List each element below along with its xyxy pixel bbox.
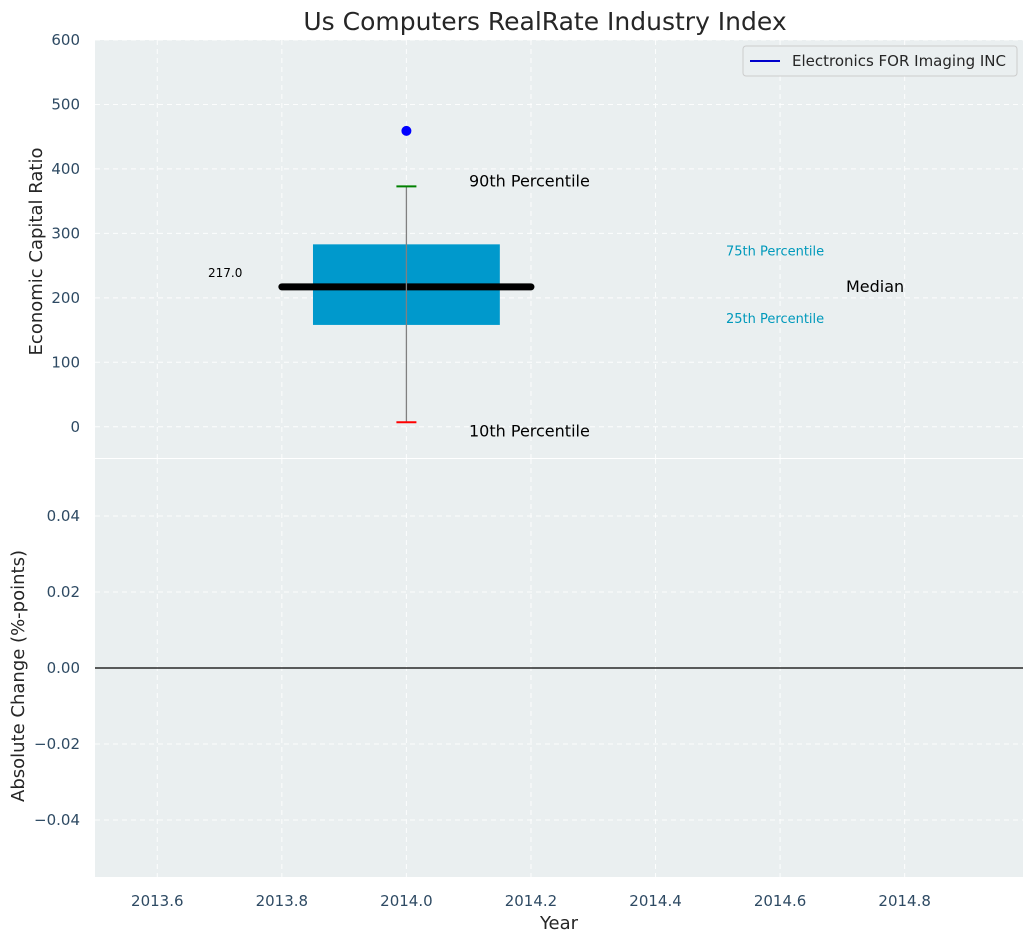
top-y-tick-label: 200 — [51, 289, 80, 307]
bottom-y-tick-label: 0.00 — [47, 659, 80, 677]
chart-title: Us Computers RealRate Industry Index — [303, 7, 786, 36]
x-axis-label: Year — [539, 913, 579, 934]
top-y-tick-label: 300 — [51, 224, 80, 242]
legend: Electronics FOR Imaging INC — [742, 45, 1018, 77]
box-plot — [278, 125, 535, 424]
company-value-point — [401, 125, 412, 136]
top-y-tick-label: 500 — [51, 95, 80, 113]
p90-annotation: 90th Percentile — [469, 171, 590, 190]
x-tick-label: 2014.0 — [380, 892, 433, 910]
median-annotation: Median — [846, 277, 904, 296]
top-y-tick-label: 100 — [51, 353, 80, 371]
x-tick-labels: 2013.6 2013.8 2014.0 2014.2 2014.4 2014.6 2014… — [131, 892, 931, 910]
median-value-label: 217.0 — [208, 266, 242, 280]
legend-label: Electronics FOR Imaging INC — [792, 52, 1006, 70]
x-tick-label: 2014.8 — [878, 892, 931, 910]
top-gridlines — [95, 39, 1023, 459]
top-y-tick-labels: 0 100 200 300 400 500 600 — [51, 31, 80, 436]
x-tick-label: 2013.8 — [256, 892, 309, 910]
x-tick-label: 2014.2 — [505, 892, 558, 910]
x-tick-label: 2014.6 — [754, 892, 807, 910]
bottom-y-tick-label: 0.02 — [47, 583, 80, 601]
top-y-tick-label: 600 — [51, 31, 80, 49]
legend-box — [742, 45, 1018, 77]
x-tick-label: 2014.4 — [629, 892, 682, 910]
bottom-y-tick-label: −0.02 — [34, 735, 80, 753]
bottom-panel: 0.04 0.02 0.00 −0.02 −0.04 Absolute Change (… — [8, 459, 1023, 877]
top-y-axis-label: Economic Capital Ratio — [26, 148, 47, 356]
bottom-y-tick-label: −0.04 — [34, 811, 80, 829]
p75-annotation: 75th Percentile — [726, 244, 824, 259]
bottom-y-tick-labels: 0.04 0.02 0.00 −0.02 −0.04 — [34, 507, 80, 829]
x-tick-label: 2013.6 — [131, 892, 184, 910]
bottom-y-axis-label: Absolute Change (%-points) — [8, 550, 29, 802]
top-y-tick-label: 400 — [51, 160, 80, 178]
top-panel: 0 100 200 300 400 500 600 Economic Capital Rat… — [26, 31, 1023, 460]
top-y-tick-label: 0 — [70, 418, 80, 436]
bottom-y-tick-label: 0.04 — [47, 507, 80, 525]
top-plot-background — [95, 40, 1023, 459]
p25-annotation: 25th Percentile — [726, 312, 824, 327]
percentile-annotations: 90th Percentile 10th Percentile 75th Perce… — [208, 171, 904, 440]
p10-annotation: 10th Percentile — [469, 421, 590, 440]
